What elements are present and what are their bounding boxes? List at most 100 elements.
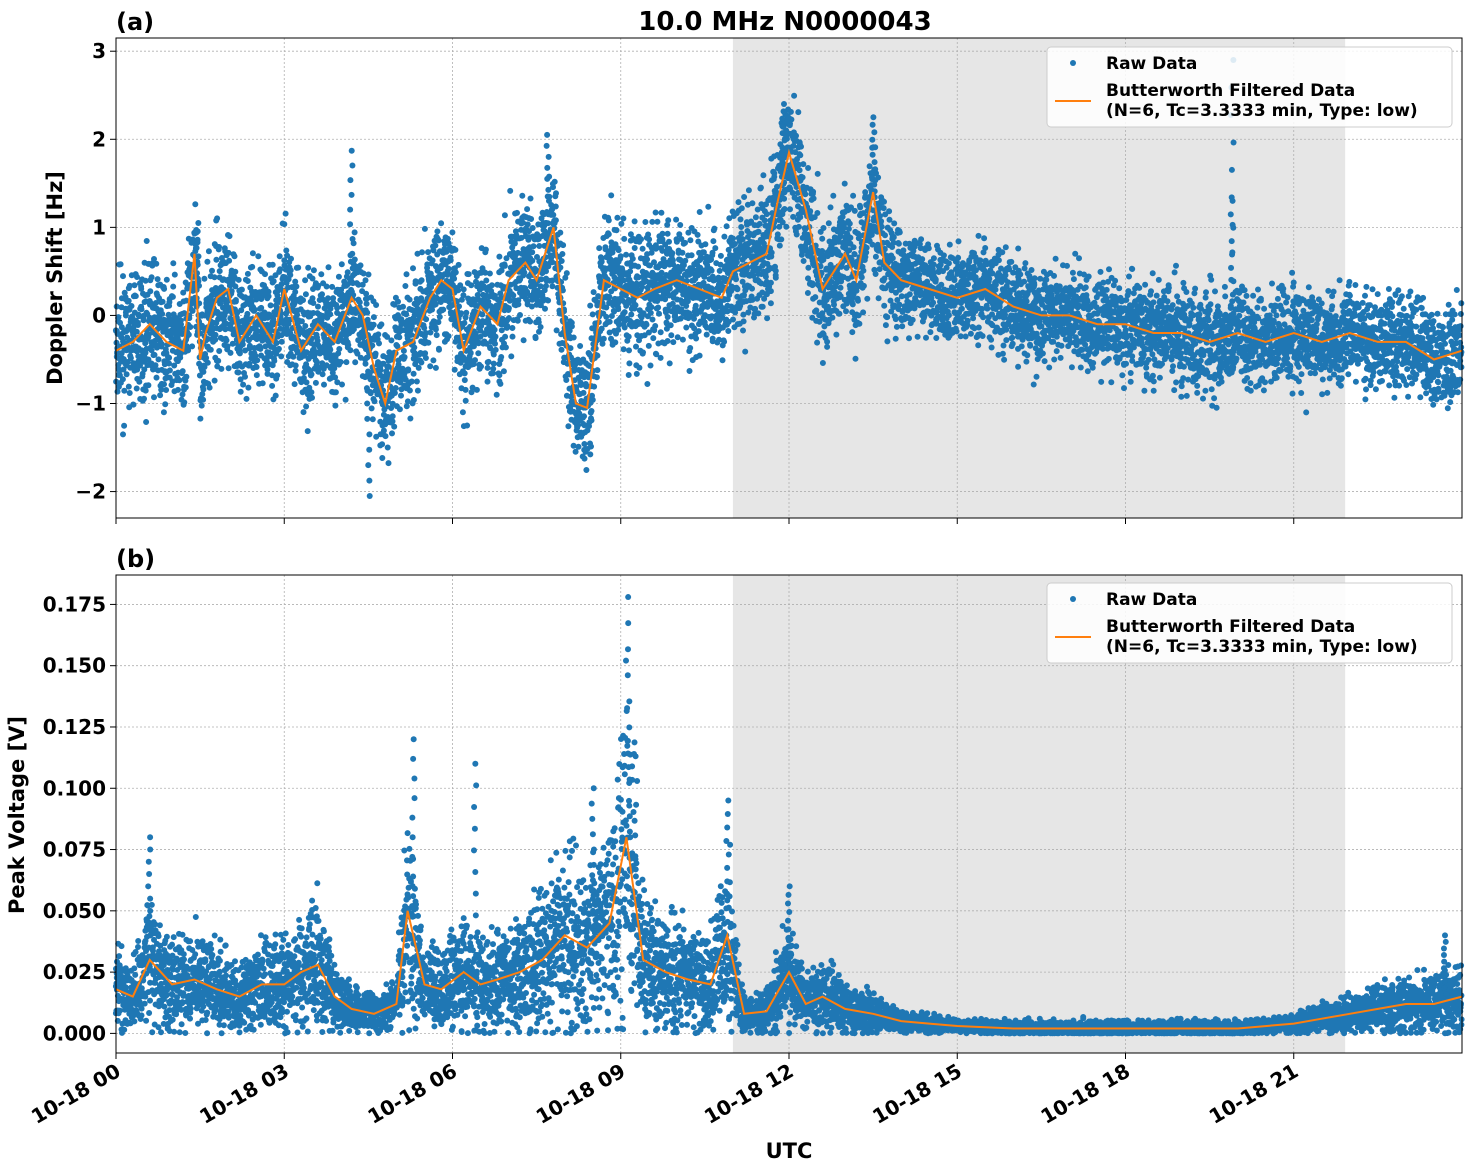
raw-data-spike-point [1230, 224, 1237, 231]
raw-data-spike-point [543, 208, 550, 215]
raw-data-spike-point [723, 905, 730, 912]
raw-data-spike-point [779, 130, 786, 137]
raw-data-spike-point [411, 775, 418, 782]
legend-filtered-label: Butterworth Filtered Data (N=6, Tc=3.333… [1106, 81, 1418, 121]
raw-data-spike-point [472, 869, 479, 876]
x-tick-label: 10-18 00 [27, 1059, 125, 1129]
raw-data-spike-point [1441, 958, 1448, 965]
raw-data-spike-point [589, 831, 596, 838]
legend-box [1046, 46, 1453, 128]
raw-data-spike-point [869, 136, 876, 143]
raw-data-spike-point [725, 851, 732, 858]
raw-data-spike-point [409, 853, 416, 860]
legend-box [1046, 582, 1453, 664]
y-tick-label: 0.125 [43, 715, 106, 739]
raw-data-spike-point [194, 261, 201, 268]
raw-data-spike-point [589, 877, 596, 884]
y-tick-label: 0.050 [43, 899, 106, 923]
raw-data-spike-point [1440, 945, 1447, 952]
raw-data-spike-point [590, 846, 597, 853]
raw-data-spike-point [779, 151, 786, 158]
raw-data-spike-point [787, 960, 794, 967]
raw-data-spike-point [194, 228, 201, 235]
raw-data-spike-point [348, 147, 355, 154]
raw-data-spike-point [590, 907, 597, 914]
y-tick-label: 0.000 [43, 1021, 106, 1045]
panel-label-b: (b) [116, 545, 155, 573]
legend-filtered-line-1: Butterworth Filtered Data [1106, 617, 1355, 637]
raw-data-spike-point [349, 235, 356, 242]
raw-data-spike-point [470, 847, 477, 854]
x-tick-label: 10-18 06 [363, 1059, 461, 1129]
raw-data-spike-point [1442, 932, 1449, 939]
raw-data-spike-point [544, 131, 551, 138]
y-ticks: −2 −1 0 1 2 3 [75, 39, 116, 504]
raw-data-spike-point [786, 883, 793, 890]
raw-data-spike-point [545, 197, 552, 204]
raw-data-spike-point [145, 883, 152, 890]
y-tick-label: 0.025 [43, 960, 106, 984]
panel-a-doppler: −2 −1 0 1 2 3 Doppler Shift [Hz] Raw Data But… [43, 37, 1465, 524]
raw-data-spike-point [543, 142, 550, 149]
raw-data-spike-point [347, 177, 354, 184]
raw-data-spike-point [471, 804, 478, 811]
raw-data-spike-point [366, 477, 373, 484]
raw-data-spike-point [590, 785, 597, 792]
legend-raw-label: Raw Data [1106, 54, 1197, 74]
raw-data-spike-point [589, 815, 596, 822]
x-tick-label: 10-18 18 [1036, 1059, 1134, 1129]
legend: Raw Data Butterworth Filtered Data (N=6,… [1046, 46, 1453, 128]
raw-data-spike-point [194, 236, 201, 243]
raw-data-spike-point [544, 164, 551, 171]
raw-data-spike-point [471, 955, 478, 962]
raw-data-spike-point [409, 814, 416, 821]
raw-data-spike-point [147, 932, 154, 939]
raw-data-spike-point [1230, 139, 1237, 146]
raw-data-spike-point [366, 446, 373, 453]
raw-data-spike-point [1227, 305, 1234, 312]
raw-data-spike-point [869, 151, 876, 158]
raw-data-spike-point [1440, 952, 1447, 959]
raw-data-spike-point [1441, 978, 1448, 985]
raw-data-spike-point [1228, 238, 1235, 245]
x-tick-label: 10-18 09 [532, 1059, 630, 1129]
legend-filtered-label: Butterworth Filtered Data (N=6, Tc=3.333… [1106, 617, 1418, 657]
raw-data-spike-point [543, 230, 550, 237]
raw-data-spike-point [588, 800, 595, 807]
legend-raw-marker [1070, 60, 1076, 66]
legend-filtered-line-2: (N=6, Tc=3.3333 min, Type: low) [1106, 637, 1418, 657]
x-ticks [115, 518, 1295, 524]
raw-data-spike-point [784, 917, 791, 924]
x-tick-label: 10-18 03 [195, 1059, 293, 1129]
raw-data-spike-point [724, 918, 731, 925]
raw-data-spike-point [779, 144, 786, 151]
y-tick-label: 0.075 [43, 838, 106, 862]
raw-data-spike-point [724, 824, 731, 831]
raw-data-spike-point [410, 736, 417, 743]
raw-data-spike-point [147, 834, 154, 841]
raw-data-spike-point [472, 912, 479, 919]
raw-data-spike-point [785, 951, 792, 958]
raw-data-spike-point [193, 245, 200, 252]
raw-data-spike-point [363, 385, 370, 392]
raw-data-spike-point [147, 907, 154, 914]
raw-data-spike-point [870, 114, 877, 121]
x-ticks: 10-18 00 10-18 03 10-18 06 10-18 09 10-18 12… [27, 1053, 1302, 1129]
raw-data-spike-point [349, 280, 356, 287]
legend-raw-marker [1070, 596, 1076, 602]
raw-data-spike-point [1443, 991, 1450, 998]
raw-data-spike-point [724, 864, 731, 871]
raw-data-spike-point [1441, 984, 1448, 991]
raw-data-spike-point [146, 920, 153, 927]
raw-data-spike-point [146, 871, 153, 878]
raw-data-spike-point [869, 121, 876, 128]
raw-data-spike-point [410, 873, 417, 880]
raw-data-spike-point [195, 219, 202, 226]
raw-data-spike-point [779, 159, 786, 166]
y-tick-label: 0 [92, 303, 106, 327]
raw-data-spike-point [590, 861, 597, 868]
raw-data-spike-point [349, 162, 356, 169]
y-tick-label: −2 [75, 480, 106, 504]
legend-filtered-line-2: (N=6, Tc=3.3333 min, Type: low) [1106, 101, 1418, 121]
